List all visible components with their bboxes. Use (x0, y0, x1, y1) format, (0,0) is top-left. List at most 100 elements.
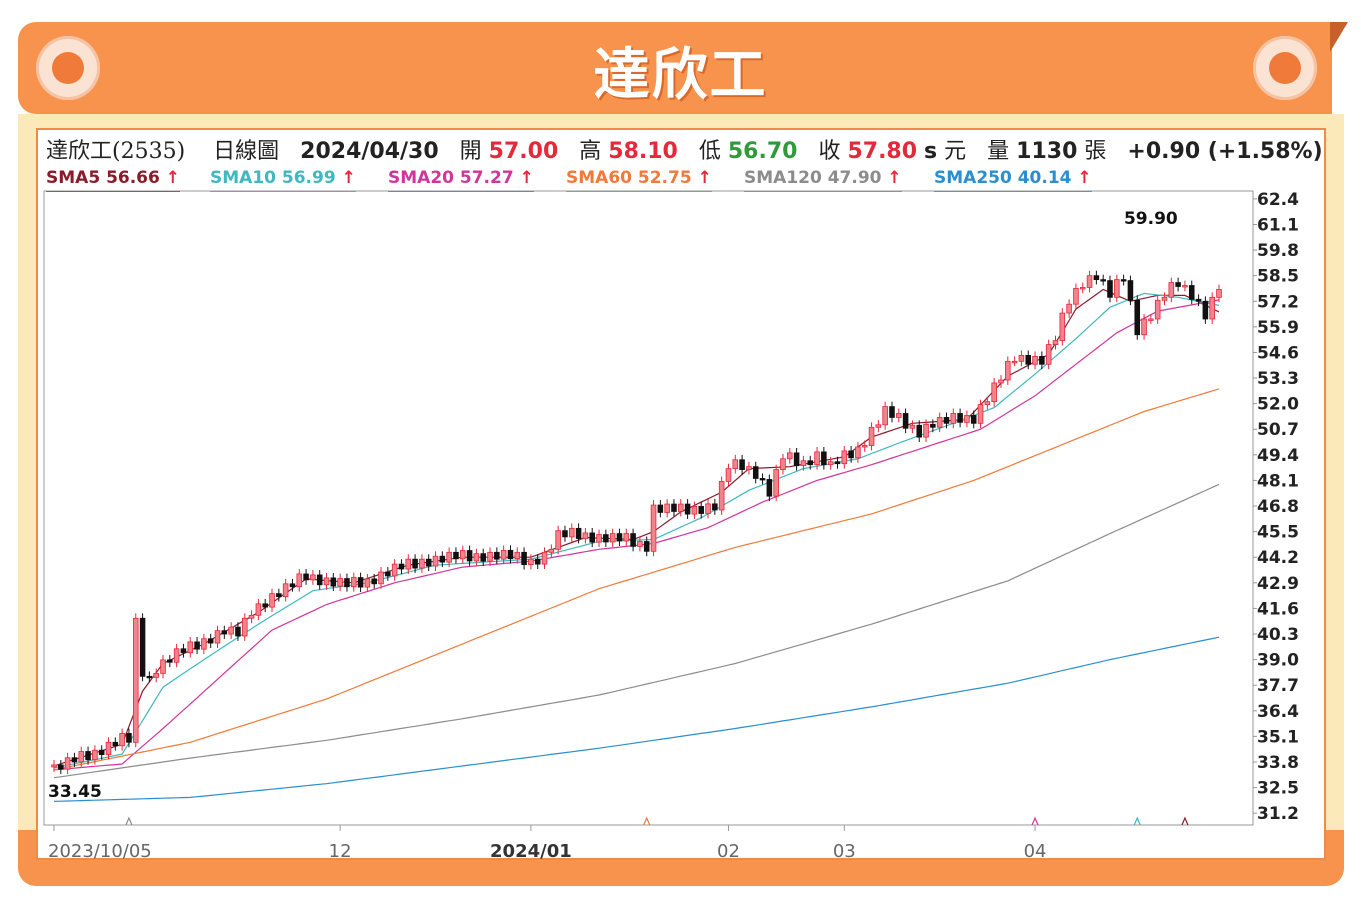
candle-body (1079, 287, 1086, 290)
candle-body (187, 641, 194, 654)
candle-body (1188, 285, 1195, 300)
candle-body (766, 479, 773, 497)
candle-body (316, 574, 323, 586)
candle-body (657, 504, 664, 513)
candle-body (739, 459, 745, 471)
candle-body (882, 406, 888, 426)
candle-body (800, 460, 807, 467)
candle-body (391, 563, 398, 577)
candle-body (255, 603, 262, 616)
candle-body (330, 577, 337, 587)
y-tick-label: 46.8 (1257, 497, 1299, 517)
candle-body (58, 764, 64, 770)
candle-body (51, 764, 57, 768)
candle-body (132, 617, 139, 743)
candle-body (1032, 355, 1038, 365)
candle-body (964, 415, 970, 423)
close-suffix: s (924, 139, 938, 164)
volume-label: 量 (987, 139, 1010, 164)
banner-fold (1330, 22, 1348, 52)
candle-body (861, 445, 868, 448)
candle-body (310, 574, 316, 581)
y-tick-label: 61.1 (1257, 215, 1299, 235)
volume-value: 1130 (1016, 139, 1078, 164)
y-tick-label: 36.4 (1257, 702, 1299, 722)
candle-body (378, 571, 384, 585)
candle-body (943, 417, 950, 424)
candle-body (453, 551, 459, 560)
candle-body (1100, 279, 1106, 282)
candle-body (691, 506, 698, 515)
sma20-line (53, 299, 1220, 771)
y-tick-label: 44.2 (1257, 548, 1299, 568)
candle-body (459, 550, 466, 560)
quote-info-bar: 達欣工(2535) 日線圖 2024/04/30 開 57.00 高 58.10… (46, 133, 1326, 164)
candle-body (616, 533, 623, 542)
candle-body (950, 413, 957, 424)
candle-body (970, 415, 977, 424)
y-tick-label: 59.8 (1257, 241, 1299, 261)
high-label: 高 (579, 139, 602, 164)
candle-body (732, 459, 739, 470)
candle-body (92, 749, 98, 761)
candle-body (337, 578, 343, 587)
candle-body (139, 617, 146, 677)
candle-body (582, 532, 589, 539)
sma10-legend-label: SMA10 56.99 (210, 168, 336, 188)
candle-body (807, 460, 814, 466)
candle-body (64, 757, 71, 770)
candle-body (528, 558, 534, 566)
candle-body (1154, 299, 1161, 320)
plot-area-border (43, 190, 1254, 826)
candle-body (773, 469, 779, 497)
candle-body (398, 563, 405, 570)
extreme-price-label: 59.90 (1124, 209, 1178, 229)
open-label: 開 (459, 139, 482, 164)
candle-body (1059, 312, 1066, 342)
up-arrow-icon: ↑ (887, 168, 902, 188)
y-tick-label: 45.5 (1257, 523, 1299, 543)
y-tick-label: 40.3 (1257, 625, 1299, 645)
y-tick-label: 42.9 (1257, 574, 1299, 594)
candle-body (725, 468, 732, 482)
candle-body (221, 630, 228, 635)
candle-body (930, 423, 936, 428)
candle-body (105, 741, 112, 756)
candle-body (603, 534, 609, 543)
y-tick-label: 31.2 (1257, 804, 1299, 824)
low-value: 56.70 (727, 139, 798, 164)
signal-marker (1181, 816, 1189, 826)
sma5-legend: SMA5 56.66 ↑ (46, 167, 181, 192)
candle-body (173, 648, 180, 663)
candle-body (1161, 296, 1168, 301)
currency-unit: 元 (944, 139, 967, 164)
y-tick-label: 41.6 (1257, 599, 1299, 619)
sma10-line (53, 292, 1220, 769)
y-tick-label: 54.6 (1257, 343, 1299, 363)
candle-body (814, 451, 820, 466)
candle-body (793, 452, 800, 467)
sma250-legend-label: SMA250 40.14 (934, 168, 1072, 188)
candle-body (146, 675, 153, 679)
up-arrow-icon: ↑ (165, 168, 181, 188)
sma120-line (53, 483, 1220, 779)
x-tick-label: 2024/01 (490, 841, 572, 862)
candle-body (303, 573, 309, 581)
candle-body (664, 503, 670, 513)
up-arrow-icon: ↑ (1077, 168, 1092, 188)
price-change: +0.90 (+1.58%) (1127, 139, 1323, 164)
candle-body (998, 379, 1004, 384)
candle-body (623, 533, 630, 542)
candle-body (323, 577, 330, 586)
candle-body (1195, 298, 1202, 302)
decorative-ring-right (1253, 36, 1317, 100)
candle-body (984, 401, 991, 406)
candle-body (71, 757, 78, 763)
candle-body (112, 741, 119, 747)
stock-name: 達欣工(2535) (46, 139, 186, 164)
candle-body (909, 424, 916, 429)
candle-body (180, 648, 187, 654)
candle-body (1086, 275, 1093, 288)
candle-body (371, 578, 377, 585)
candle-body (562, 530, 568, 538)
